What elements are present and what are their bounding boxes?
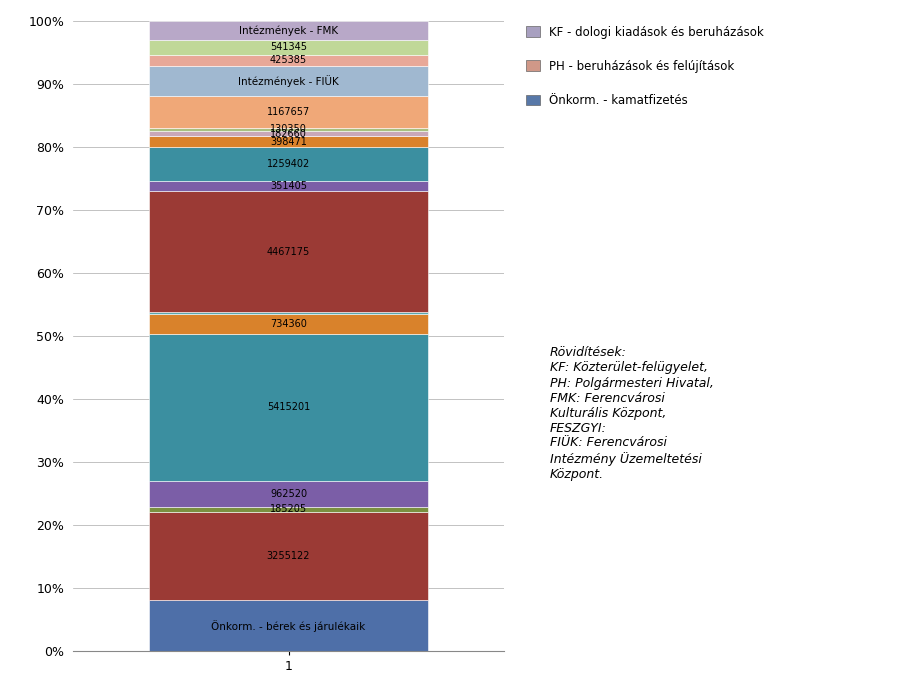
Bar [148,96,429,128]
Bar [148,55,429,66]
Text: Önkorm. - bérek és járulékaik: Önkorm. - bérek és járulékaik [212,620,365,632]
Bar [148,128,429,131]
Text: Intézmények - FIÜK: Intézmények - FIÜK [238,75,339,87]
Bar [148,333,429,481]
Text: 130350: 130350 [270,125,307,134]
Text: 4467175: 4467175 [267,247,311,256]
Bar [148,512,429,600]
Text: Intézmények - FMK: Intézmények - FMK [239,25,338,35]
Text: 5415201: 5415201 [267,402,311,412]
Text: 398471: 398471 [270,137,307,147]
Bar [148,313,429,333]
Bar [148,137,429,147]
Bar [148,481,429,507]
Bar [148,600,429,651]
Text: 1167657: 1167657 [267,107,311,117]
Text: 182660: 182660 [270,129,307,139]
Text: 734360: 734360 [270,319,307,328]
Bar [148,182,429,191]
Bar [148,191,429,313]
Bar [148,40,429,55]
Text: 351405: 351405 [270,181,307,191]
Legend: KF - dologi kiadások és beruházások, PH - beruházások és felújítások, Önkorm. - : KF - dologi kiadások és beruházások, PH … [521,21,769,112]
Text: 185205: 185205 [270,505,307,514]
Text: 1259402: 1259402 [267,159,311,169]
Bar [148,66,429,96]
Bar [148,507,429,512]
Text: Rövidítések:
KF: Közterület-felügyelet,
PH: Polgármesteri Hivatal,
FMK: Ferencvá: Rövidítések: KF: Közterület-felügyelet, … [550,346,714,481]
Bar [148,21,429,40]
Text: 3255122: 3255122 [267,551,311,561]
Text: 541345: 541345 [270,42,307,52]
Bar [148,131,429,137]
Text: 962520: 962520 [270,489,307,499]
Text: 425385: 425385 [270,55,307,65]
Bar [148,147,429,182]
